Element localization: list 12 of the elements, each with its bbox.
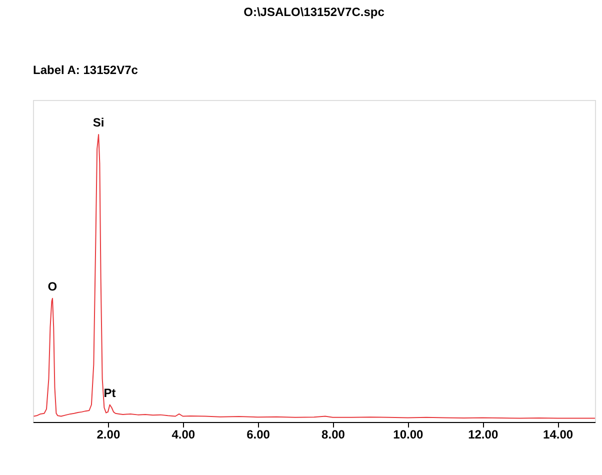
x-tick-label: 6.00	[246, 428, 270, 442]
text: Label A: 13152V7c	[33, 63, 138, 77]
x-tick-label: 8.00	[322, 428, 346, 442]
x-tick-label: 4.00	[172, 428, 196, 442]
annotation: O	[48, 279, 58, 294]
x-tick-label: 14.00	[543, 428, 574, 442]
annotation: Pt	[104, 386, 116, 400]
annotation: Si	[92, 116, 104, 130]
x-tick-label: 2.00	[96, 428, 120, 442]
x-tick-label: 10.00	[393, 428, 424, 442]
x-tick-label: 12.00	[468, 428, 498, 442]
chart-title: O:\JSALO\13152V7C.spc	[244, 5, 385, 19]
